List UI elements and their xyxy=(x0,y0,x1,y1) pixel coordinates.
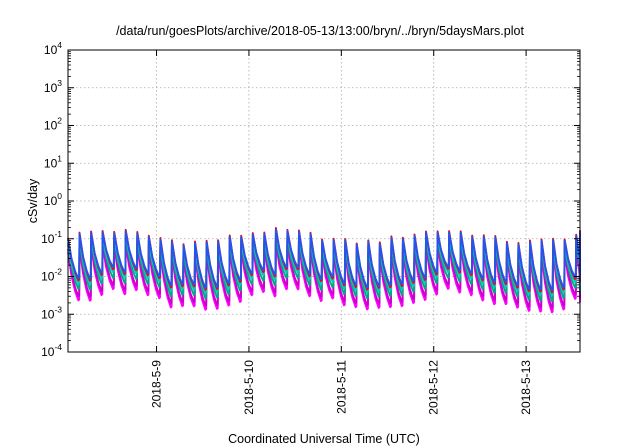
y-tick-label: 101 xyxy=(44,153,62,170)
y-tick-label: 103 xyxy=(44,78,62,95)
y-tick-label: 10-4 xyxy=(41,342,62,359)
x-axis: 2018-5-9 2018-5-10 2018-5-11 2018-5-12 2018-… xyxy=(150,50,533,415)
series-layer xyxy=(67,226,581,314)
y-tick-label: 10-1 xyxy=(41,229,62,246)
y-tick-label: 102 xyxy=(44,116,62,133)
y-axis: 10-4 10-3 10-2 10-1 100 101 102 103 104 xyxy=(41,40,580,359)
y-axis-label: cSv/day xyxy=(26,178,40,223)
y-tick-label: 100 xyxy=(44,191,62,208)
y-tick-label: 104 xyxy=(44,40,62,57)
grid xyxy=(68,50,580,352)
x-tick-label: 2018-5-13 xyxy=(519,360,533,415)
x-tick-label: 2018-5-10 xyxy=(242,360,256,415)
y-tick-label: 10-2 xyxy=(41,267,62,284)
series-line-5 xyxy=(67,228,581,292)
x-tick-label: 2018-5-9 xyxy=(150,360,164,408)
chart-title: /data/run/goesPlots/archive/2018-05-13/1… xyxy=(116,24,524,38)
y-tick-label: 10-3 xyxy=(41,304,62,321)
x-axis-label: Coordinated Universal Time (UTC) xyxy=(228,432,420,446)
x-tick-label: 2018-5-11 xyxy=(334,360,348,414)
x-tick-label: 2018-5-12 xyxy=(427,360,441,415)
